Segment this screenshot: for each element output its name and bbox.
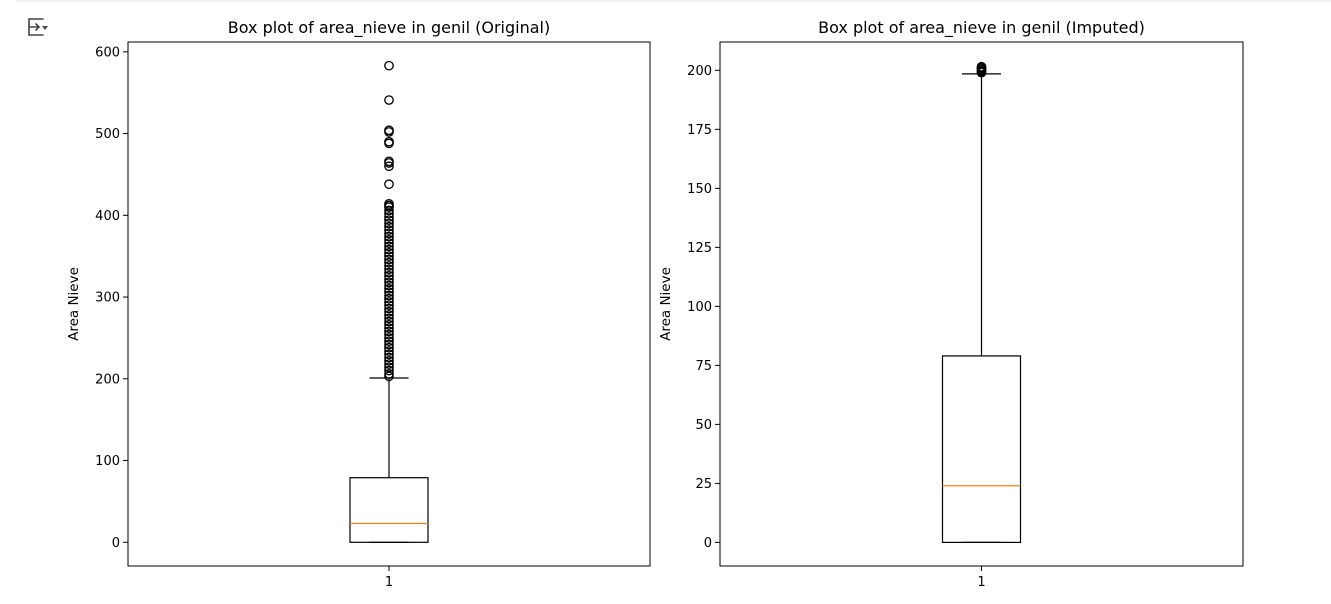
chart-panel-2: Box plot of area_nieve in genil (Imputed…: [658, 18, 1244, 590]
chart-title: Box plot of area_nieve in genil (Origina…: [228, 18, 550, 38]
cell-top-border: [16, 0, 1331, 2]
axes-frame: [719, 41, 1244, 567]
box-iqr: [349, 477, 429, 543]
outlier-point: [384, 270, 394, 281]
y-tick-label: 400: [95, 209, 120, 224]
outlier-point: [384, 290, 394, 301]
y-tick-label: 600: [95, 45, 120, 60]
outlier-point: [384, 251, 394, 262]
outlier-point: [384, 355, 394, 366]
outlier-point: [384, 231, 394, 242]
outlier-point: [384, 274, 394, 284]
outlier-point: [384, 339, 394, 350]
y-axis-label: Area Nieve: [66, 267, 82, 341]
outlier-point: [384, 225, 394, 235]
outlier-point: [384, 138, 394, 149]
outlier-point: [384, 277, 394, 288]
outlier-point: [384, 369, 394, 379]
outlier-point: [384, 241, 394, 252]
outlier-point: [384, 248, 394, 258]
outlier-point: [384, 316, 394, 327]
outlier-point: [384, 352, 394, 363]
y-tick-label: 50: [695, 418, 712, 433]
y-tick-label: 150: [687, 182, 712, 197]
outlier-point: [384, 257, 394, 268]
outlier-point: [384, 319, 394, 330]
outlier-point: [384, 293, 394, 304]
y-tick-label: 75: [695, 359, 712, 374]
outlier-point: [384, 359, 394, 369]
outlier-point: [384, 313, 394, 324]
outlier-point: [384, 234, 394, 245]
outlier-point: [384, 215, 394, 226]
chart-title: Box plot of area_nieve in genil (Imputed…: [818, 18, 1145, 38]
y-tick-label: 175: [687, 123, 712, 138]
outlier-point: [384, 365, 394, 376]
outlier-point: [384, 336, 394, 347]
y-tick-label: 200: [95, 372, 120, 387]
y-tick-label: 500: [95, 127, 120, 142]
outlier-point: [384, 221, 394, 232]
outlier-point: [384, 346, 394, 356]
y-tick-label: 0: [112, 536, 120, 551]
y-tick-label: 200: [687, 64, 712, 79]
y-tick-label: 25: [695, 477, 712, 492]
outlier-point: [976, 61, 987, 72]
box-iqr: [941, 355, 1022, 543]
chart-panel-1: Box plot of area_nieve in genil (Origina…: [66, 18, 651, 590]
outlier-point: [384, 342, 394, 353]
outlier-point: [384, 287, 394, 297]
outlier-point: [384, 284, 394, 294]
outlier-point: [384, 244, 394, 255]
outlier-point: [384, 179, 394, 190]
outlier-point: [384, 267, 394, 278]
outlier-point: [384, 306, 394, 317]
outlier-point: [384, 208, 394, 219]
outlier-point: [384, 161, 394, 172]
outlier-point: [384, 60, 394, 71]
outlier-point: [384, 264, 394, 275]
outlier-point: [384, 95, 394, 105]
outlier-point: [384, 127, 394, 137]
outlier-point: [384, 202, 394, 212]
outlier-point: [384, 238, 394, 248]
y-tick-label: 125: [687, 241, 712, 256]
outlier-point: [384, 297, 394, 307]
y-tick-label: 100: [687, 300, 712, 315]
y-tick-label: 100: [95, 454, 120, 469]
outlier-point: [384, 218, 394, 229]
outlier-point: [384, 349, 394, 360]
x-tick-label: 1: [977, 575, 985, 590]
outlier-point: [384, 326, 394, 337]
outlier-point: [384, 205, 394, 216]
outlier-point: [384, 323, 394, 333]
y-tick-label: 0: [704, 536, 712, 551]
output-toggle-icon[interactable]: [25, 16, 49, 38]
y-tick-label: 300: [95, 291, 120, 306]
outlier-point: [384, 254, 394, 265]
outlier-point: [384, 261, 394, 271]
outlier-point: [384, 333, 394, 343]
axes-frame: [127, 41, 651, 567]
outlier-point: [384, 300, 394, 311]
outlier-point: [384, 329, 394, 340]
y-axis-label: Area Nieve: [658, 267, 674, 341]
outlier-point: [384, 303, 394, 314]
outlier-point: [384, 280, 394, 291]
outlier-point: [384, 371, 394, 382]
outlier-point: [384, 158, 394, 168]
outlier-point: [384, 228, 394, 239]
outlier-point: [384, 212, 394, 222]
x-tick-label: 1: [385, 575, 393, 590]
outlier-point: [384, 310, 394, 320]
